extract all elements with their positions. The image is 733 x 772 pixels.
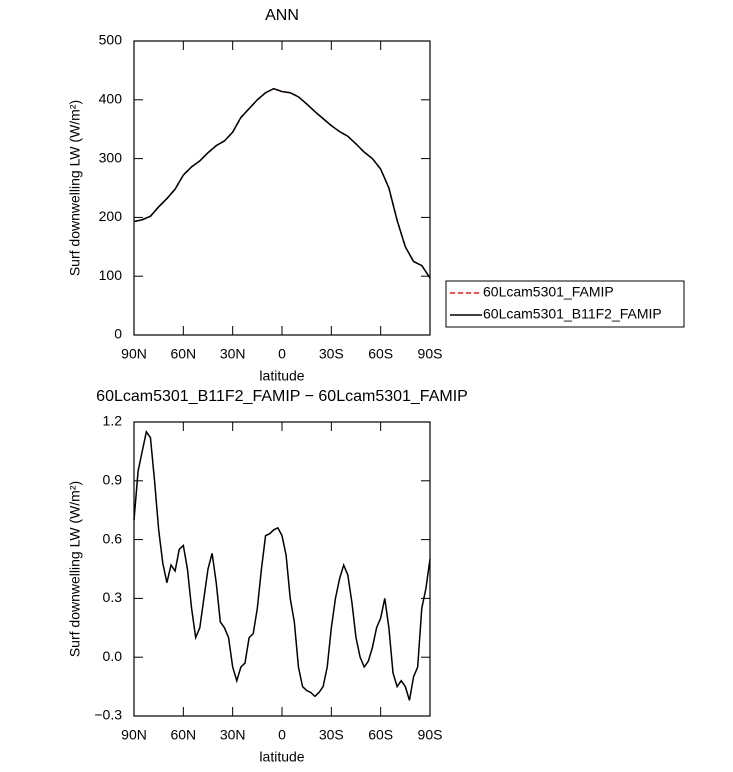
x-tick-label: 90S [418,727,443,743]
x-tick-label: 60N [170,346,196,362]
legend-box [445,280,685,328]
plot-frame [133,421,431,717]
x-tick-label: 90N [121,346,147,362]
x-tick-label: 0 [278,346,286,362]
x-tick-label: 30S [319,727,344,743]
y-tick-label: −0.3 [94,707,122,723]
x-tick-label: 30S [319,346,344,362]
x-tick-label: 90S [418,346,443,362]
y-tick-label: 0.6 [103,530,123,546]
data-line [133,87,431,279]
y-tick-label: 400 [99,91,123,107]
y-tick-label: 300 [99,149,123,165]
y-tick-label: 0 [114,326,122,342]
y-tick-label: 200 [99,208,123,224]
x-tick-label: 90N [121,727,147,743]
chart-title: 60Lcam5301_B11F2_FAMIP − 60Lcam5301_FAMI… [96,388,468,405]
plot-frame [133,40,431,336]
y-axis-label: Surf downwelling LW (W/m²) [67,481,83,657]
x-tick-label: 30N [220,727,246,743]
x-axis-label: latitude [259,749,304,765]
y-tick-label: 0.3 [103,589,123,605]
y-tick-label: 0.0 [103,648,123,664]
chart-title: ANN [265,7,299,24]
y-tick-label: 500 [99,32,123,48]
y-axis-label: Surf downwelling LW (W/m²) [67,100,83,276]
y-tick-label: 1.2 [103,413,123,429]
legend-label: 60Lcam5301_B11F2_FAMIP [483,306,662,322]
data-line [133,429,431,701]
x-tick-label: 30N [220,346,246,362]
x-tick-label: 0 [278,727,286,743]
x-axis-label: latitude [259,368,304,384]
x-tick-label: 60N [170,727,196,743]
x-tick-label: 60S [368,346,393,362]
y-tick-label: 100 [99,267,123,283]
x-tick-label: 60S [368,727,393,743]
y-tick-label: 0.9 [103,472,123,488]
legend-label: 60Lcam5301_FAMIP [483,284,614,300]
